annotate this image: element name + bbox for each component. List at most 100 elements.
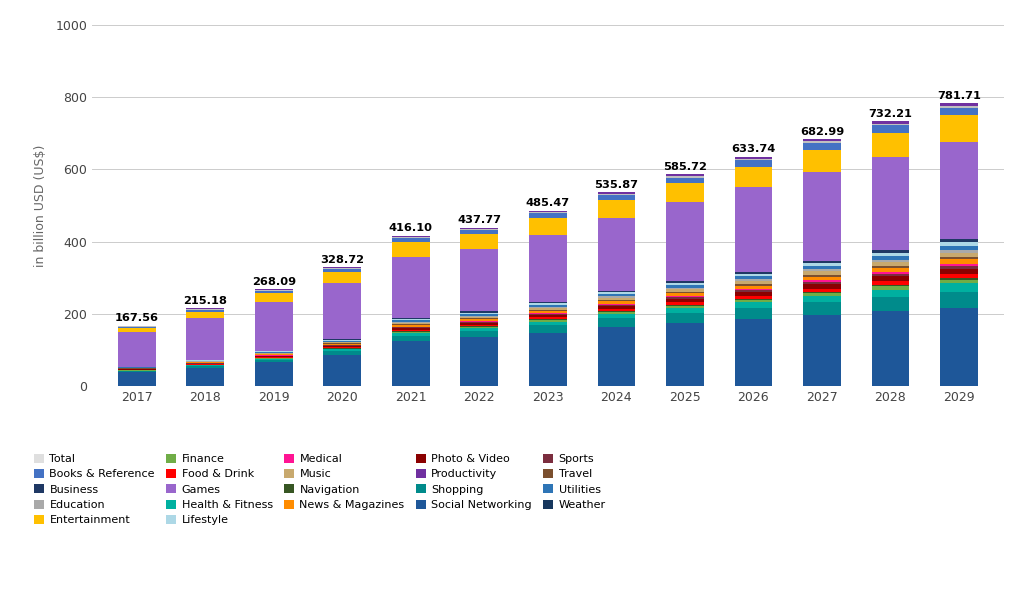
Bar: [940, 104, 978, 106]
Bar: [940, 142, 978, 239]
Bar: [734, 284, 772, 286]
Bar: [803, 139, 841, 142]
Bar: [255, 291, 293, 294]
Bar: [529, 213, 566, 218]
Bar: [598, 305, 635, 306]
Bar: [255, 294, 293, 302]
Bar: [461, 314, 498, 316]
Bar: [734, 167, 772, 187]
Text: 682.99: 682.99: [800, 127, 844, 137]
Bar: [598, 313, 635, 314]
Bar: [255, 360, 293, 362]
Bar: [529, 302, 566, 303]
Bar: [598, 294, 635, 297]
Bar: [803, 302, 841, 315]
Bar: [392, 327, 430, 328]
Bar: [871, 284, 909, 286]
Bar: [803, 142, 841, 143]
Bar: [666, 281, 703, 283]
Bar: [803, 292, 841, 293]
Bar: [186, 309, 224, 310]
Bar: [255, 362, 293, 386]
Text: 328.72: 328.72: [321, 255, 365, 265]
Bar: [871, 250, 909, 253]
Bar: [118, 327, 156, 329]
Bar: [598, 306, 635, 309]
Bar: [529, 320, 566, 322]
Bar: [598, 196, 635, 200]
Bar: [255, 302, 293, 351]
Bar: [324, 269, 361, 272]
Bar: [940, 267, 978, 269]
Bar: [666, 287, 703, 289]
Bar: [529, 211, 566, 212]
Bar: [598, 291, 635, 292]
Bar: [461, 319, 498, 321]
Bar: [392, 341, 430, 386]
Bar: [461, 326, 498, 327]
Bar: [255, 356, 293, 357]
Bar: [666, 306, 703, 308]
Bar: [255, 353, 293, 354]
Bar: [461, 228, 498, 229]
Bar: [871, 262, 909, 266]
Bar: [666, 174, 703, 177]
Bar: [666, 293, 703, 296]
Bar: [461, 331, 498, 337]
Bar: [118, 329, 156, 332]
Bar: [871, 281, 909, 284]
Bar: [392, 242, 430, 257]
Bar: [529, 310, 566, 311]
Bar: [392, 257, 430, 318]
Bar: [461, 322, 498, 325]
Bar: [529, 332, 566, 386]
Bar: [598, 218, 635, 291]
Bar: [803, 282, 841, 284]
Bar: [392, 238, 430, 242]
Bar: [255, 357, 293, 358]
Bar: [734, 280, 772, 281]
Bar: [529, 235, 566, 302]
Bar: [118, 332, 156, 367]
Bar: [324, 349, 361, 351]
Bar: [940, 246, 978, 250]
Bar: [803, 265, 841, 269]
Bar: [666, 202, 703, 281]
Text: 416.10: 416.10: [389, 223, 433, 233]
Bar: [324, 268, 361, 269]
Bar: [871, 274, 909, 276]
Bar: [529, 305, 566, 306]
Bar: [461, 229, 498, 230]
Bar: [803, 143, 841, 150]
Bar: [666, 297, 703, 299]
Bar: [461, 318, 498, 319]
Bar: [803, 315, 841, 386]
Bar: [392, 322, 430, 324]
Bar: [803, 269, 841, 272]
Bar: [392, 328, 430, 330]
Bar: [461, 329, 498, 331]
Bar: [324, 344, 361, 345]
Bar: [666, 289, 703, 292]
Bar: [186, 368, 224, 386]
Bar: [871, 132, 909, 157]
Bar: [392, 331, 430, 332]
Bar: [666, 177, 703, 178]
Bar: [734, 302, 772, 308]
Bar: [940, 283, 978, 292]
Bar: [871, 286, 909, 290]
Bar: [940, 250, 978, 253]
Bar: [940, 264, 978, 267]
Bar: [255, 358, 293, 359]
Bar: [940, 280, 978, 283]
Bar: [734, 308, 772, 319]
Bar: [118, 371, 156, 372]
Bar: [871, 253, 909, 256]
Bar: [598, 200, 635, 218]
Bar: [666, 299, 703, 302]
Bar: [529, 314, 566, 315]
Bar: [871, 290, 909, 297]
Bar: [598, 309, 635, 311]
Bar: [461, 337, 498, 386]
Bar: [666, 323, 703, 386]
